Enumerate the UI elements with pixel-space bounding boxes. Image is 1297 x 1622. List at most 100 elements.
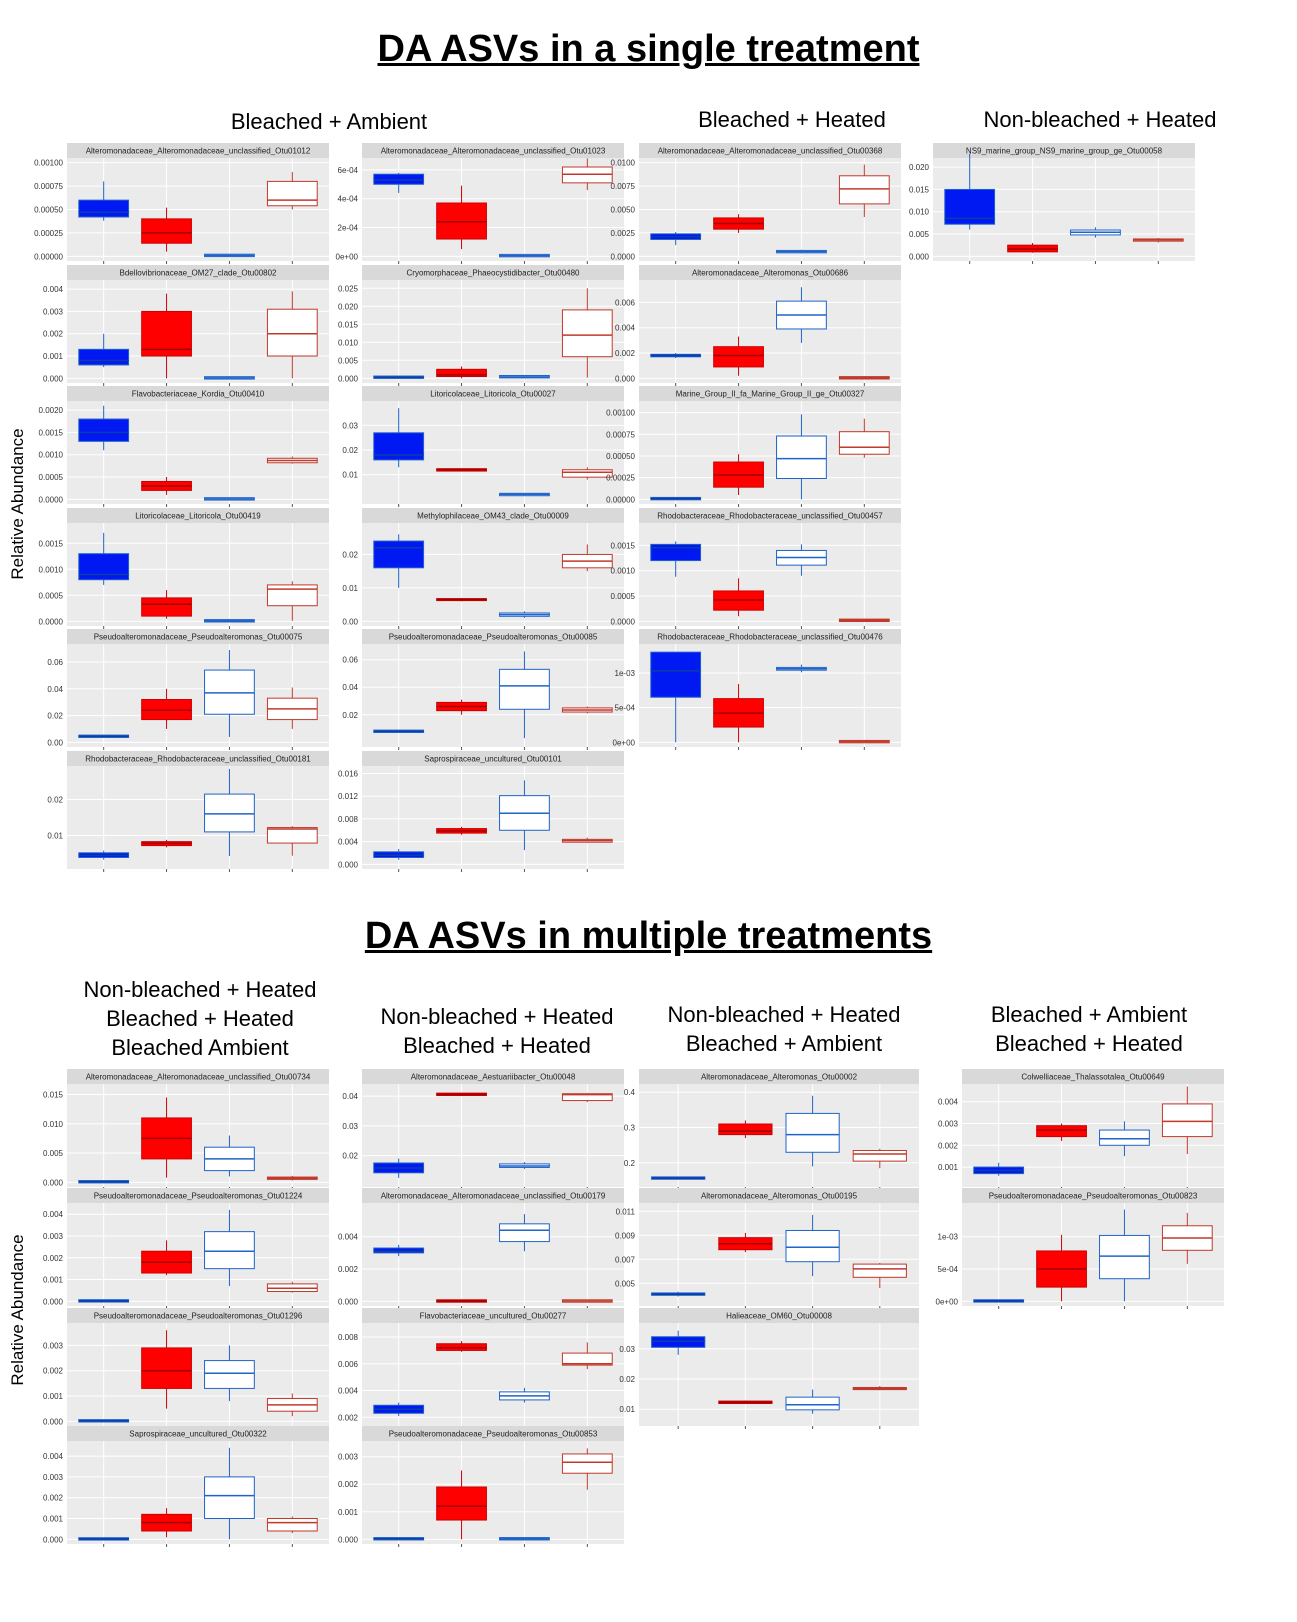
panel-title: Alteromonadaceae_Alteromonadaceae_unclas… xyxy=(658,147,883,156)
panel-title: Saprospiraceae_uncultured_Otu00101 xyxy=(424,755,562,764)
box xyxy=(436,597,487,602)
box-iqr xyxy=(373,1247,425,1254)
y-tick-label: 0.004 xyxy=(43,285,64,294)
y-tick-label: 0.015 xyxy=(909,185,930,194)
box xyxy=(718,1120,773,1139)
y-tick-label: 0.2 xyxy=(624,1159,636,1168)
box-iqr xyxy=(204,793,255,833)
y-tick-label: 0.01 xyxy=(342,471,358,480)
box-iqr xyxy=(785,1229,840,1263)
y-tick-label: 0.007 xyxy=(615,1255,636,1264)
y-tick-label: 0.4 xyxy=(624,1088,636,1097)
panel-background xyxy=(639,280,901,383)
box xyxy=(141,1097,192,1178)
panel-title: Flavobacteriaceae_uncultured_Otu00277 xyxy=(420,1312,567,1321)
y-tick-label: 0.0020 xyxy=(39,406,64,415)
y-tick-label: 0.003 xyxy=(43,1341,64,1350)
y-tick-label: 0.010 xyxy=(43,1120,64,1129)
column-title-multi-2: Non-bleached + Heated Bleached + Heated xyxy=(380,1004,614,1058)
boxplot-panel: Pseudoalteromonadaceae_Pseudoalteromonas… xyxy=(19,1188,329,1314)
box xyxy=(1036,1123,1087,1141)
y-tick-label: 0.0100 xyxy=(611,159,636,168)
box xyxy=(1132,238,1184,243)
y-tick-label: 0.002 xyxy=(43,1367,64,1376)
y-tick-label: 0.005 xyxy=(909,230,930,239)
boxplot-panel: Pseudoalteromonadaceae_Pseudoalteromonas… xyxy=(314,629,624,755)
panel-background xyxy=(639,1203,919,1306)
box xyxy=(373,375,425,379)
y-tick-label: 0.000 xyxy=(615,374,636,383)
box xyxy=(651,1176,706,1180)
box-iqr xyxy=(561,1352,613,1366)
box xyxy=(266,1175,318,1181)
column-title-multi-1: Non-bleached + Heated Bleached + Heated … xyxy=(83,977,317,1060)
boxplot-svg: Alteromonadaceae_Alteromonadaceae_unclas… xyxy=(611,143,901,264)
boxplot-panel: Marine_Group_II_fa_Marine_Group_II_ge_Ot… xyxy=(591,386,901,512)
panel-title: Alteromonadaceae_Aestuariibacter_Otu0004… xyxy=(411,1073,576,1082)
panel-strip xyxy=(362,1069,624,1084)
box-iqr xyxy=(776,435,827,480)
box xyxy=(141,477,192,495)
box-iqr xyxy=(436,368,487,378)
y-tick-label: 0.002 xyxy=(338,1265,359,1274)
y-tick-label: 0.006 xyxy=(338,1360,359,1369)
y-tick-label: 0.004 xyxy=(43,1210,64,1219)
box xyxy=(204,497,255,501)
y-tick-label: 0.04 xyxy=(342,1092,358,1101)
box xyxy=(1161,1212,1213,1264)
panel-background xyxy=(67,1084,329,1187)
y-tick-label: 0.00 xyxy=(342,617,358,626)
y-tick-label: 0.003 xyxy=(43,1473,64,1482)
boxplot-panel: Halieaceae_OM60_Otu00008 0.01 0.02 0.03 xyxy=(591,1308,919,1434)
box xyxy=(204,1345,255,1402)
panel-strip xyxy=(639,1069,919,1084)
box xyxy=(436,1092,487,1097)
boxplot-panel: Alteromonadaceae_Alteromonas_Otu00195 0.0… xyxy=(591,1188,919,1314)
boxplot-svg: Saprospiraceae_uncultured_Otu00322 0.000 0… xyxy=(43,1426,329,1547)
box xyxy=(266,1281,318,1293)
y-tick-label: 0.0000 xyxy=(611,617,636,626)
boxplot-panel: Alteromonadaceae_Alteromonadaceae_unclas… xyxy=(19,1069,329,1195)
box xyxy=(1099,1121,1150,1157)
panel-background xyxy=(639,1084,919,1187)
box xyxy=(204,1447,255,1540)
box xyxy=(713,684,764,743)
boxplot-svg: Pseudoalteromonadaceae_Pseudoalteromonas… xyxy=(936,1188,1224,1309)
box xyxy=(204,768,255,857)
box xyxy=(266,1516,318,1534)
box-iqr xyxy=(204,1231,255,1270)
panel-strip xyxy=(362,1426,624,1441)
box xyxy=(204,253,255,258)
y-tick-label: 0.0015 xyxy=(39,428,64,437)
y-tick-label: 0.00000 xyxy=(34,252,63,261)
box-iqr xyxy=(373,432,425,461)
panel-title: Pseudoalteromonadaceae_Pseudoalteromonas… xyxy=(94,633,303,642)
boxplot-panel: Alteromonadaceae_Alteromonadaceae_unclas… xyxy=(591,143,901,269)
y-tick-label: 0.012 xyxy=(338,792,359,801)
box xyxy=(1036,1234,1087,1302)
box-iqr xyxy=(1161,1103,1213,1138)
y-tick-label: 0.00075 xyxy=(606,430,635,439)
y-tick-label: 0.04 xyxy=(342,683,358,692)
panel-strip xyxy=(362,1188,624,1203)
box xyxy=(78,333,130,368)
box-iqr xyxy=(785,1112,840,1153)
panel-strip xyxy=(67,1188,329,1203)
y-tick-label: 0.01 xyxy=(619,1405,635,1414)
y-tick-label: 0.002 xyxy=(615,349,636,358)
box xyxy=(204,650,255,737)
box xyxy=(373,1537,425,1541)
box-iqr xyxy=(1099,1129,1150,1146)
boxplot-svg: Alteromonadaceae_Alteromonadaceae_unclas… xyxy=(336,143,624,264)
box-iqr xyxy=(204,1476,255,1520)
y-tick-label: 0e+00 xyxy=(336,252,359,261)
box xyxy=(561,1093,613,1103)
box-iqr xyxy=(561,469,613,478)
boxplot-panel: Litoricolaceae_Litoricola_Otu00027 0.01 0.… xyxy=(314,386,624,512)
box-iqr xyxy=(838,431,890,455)
panel-strip xyxy=(362,386,624,401)
y-tick-label: 0.00 xyxy=(47,738,63,747)
boxplot-svg: Pseudoalteromonadaceae_Pseudoalteromonas… xyxy=(338,1426,624,1547)
y-tick-label: 0.001 xyxy=(338,1508,359,1517)
panel-strip xyxy=(362,1308,624,1323)
